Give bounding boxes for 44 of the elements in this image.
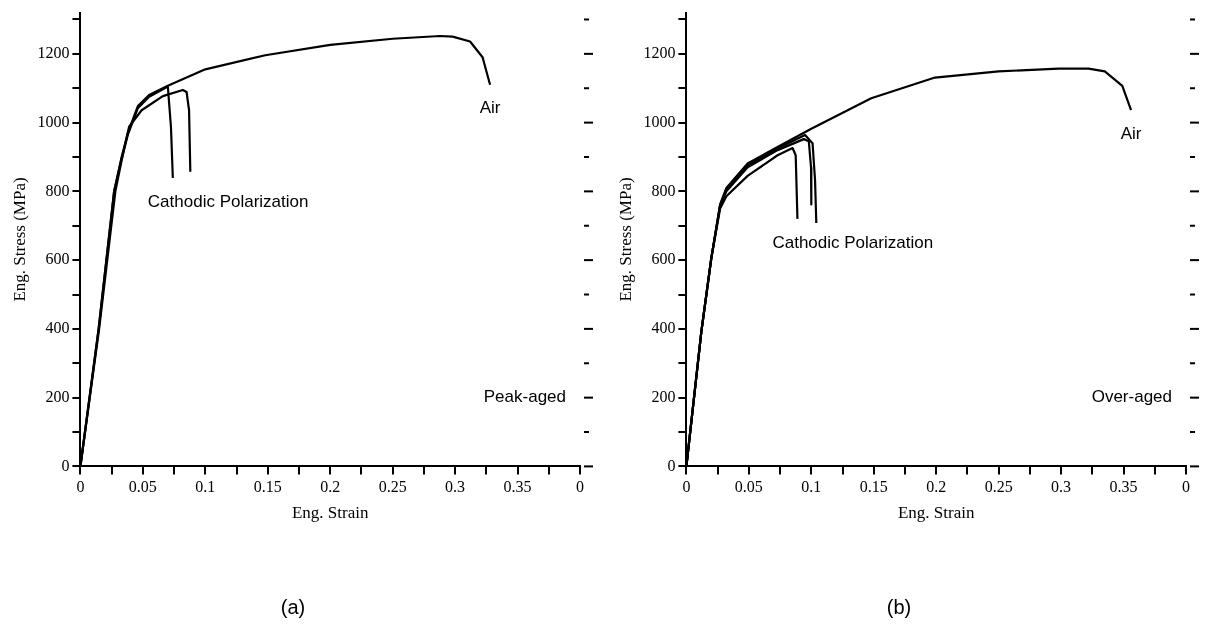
y-tick-label: 400: [651, 319, 676, 337]
annotation: Air: [1120, 123, 1142, 143]
x-tick-label: 0.1: [195, 478, 216, 496]
annotation: Cathodic Polarization: [147, 191, 309, 211]
y-tick-label: 1200: [643, 44, 676, 62]
x-tick-label: 0.05: [734, 478, 763, 496]
y-axis-title: Eng. Stress (MPa): [9, 177, 29, 302]
y-tick-label: 200: [651, 387, 676, 405]
y-tick-label: 600: [45, 250, 70, 268]
y-tick-label: 0: [61, 456, 70, 474]
x-axis-title: Eng. Strain: [291, 503, 369, 523]
y-tick-label: 1000: [37, 112, 70, 130]
x-tick-label: 0.35: [503, 478, 532, 496]
y-tick-label: 1200: [37, 44, 70, 62]
y-tick-label: 800: [45, 181, 70, 199]
y-tick-label: 200: [45, 387, 70, 405]
text: (a): [280, 595, 306, 618]
x-tick-label: 0.1: [801, 478, 822, 496]
x-tick-label: 0.2: [926, 478, 947, 496]
y-tick-label: 600: [651, 250, 676, 268]
y-axis-title: Eng. Stress (MPa): [615, 177, 635, 302]
y-tick-label: 800: [651, 181, 676, 199]
x-tick-label: 0: [576, 478, 584, 496]
x-tick-label: 0.15: [253, 478, 282, 496]
annotation: Cathodic Polarization: [772, 232, 934, 252]
x-tick-label: 0.25: [378, 478, 407, 496]
annotation: Peak-aged: [483, 387, 566, 407]
y-tick-label: 1000: [643, 112, 676, 130]
annotation: Air: [479, 98, 501, 118]
x-tick-label: 0.25: [984, 478, 1013, 496]
x-axis-title: Eng. Strain: [897, 503, 975, 523]
x-tick-label: 0.3: [1051, 478, 1072, 496]
x-tick-label: 0.3: [445, 478, 466, 496]
annotation: Over-aged: [1091, 387, 1172, 407]
x-tick-label: 0: [76, 478, 85, 496]
x-tick-label: 0.35: [1109, 478, 1138, 496]
y-tick-label: 0: [667, 456, 676, 474]
text: (b): [886, 595, 912, 618]
x-tick-label: 0: [682, 478, 691, 496]
x-tick-label: 0.15: [859, 478, 888, 496]
y-tick-label: 400: [45, 319, 70, 337]
x-tick-label: 0: [1182, 478, 1190, 496]
x-tick-label: 0.2: [320, 478, 341, 496]
x-tick-label: 0.05: [128, 478, 157, 496]
